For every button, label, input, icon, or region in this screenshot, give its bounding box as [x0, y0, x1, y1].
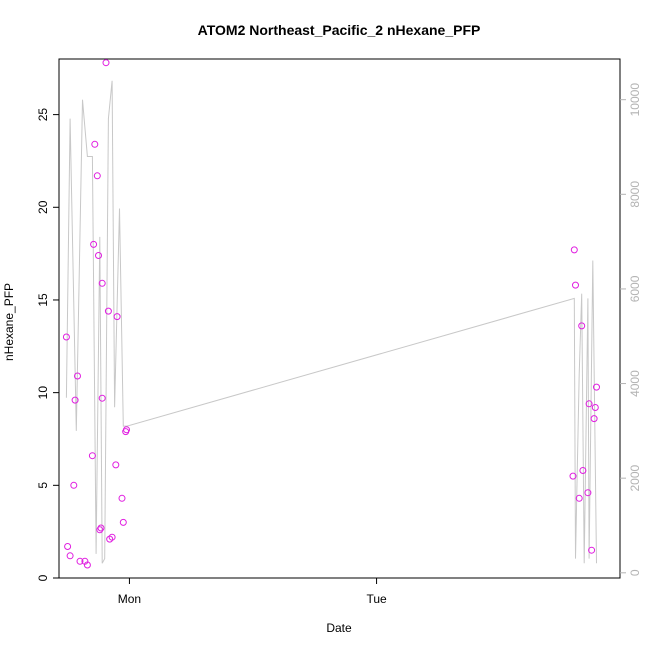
data-point — [104, 307, 112, 315]
y2-tick-label: 6000 — [628, 275, 642, 302]
series-line — [65, 80, 597, 564]
data-point — [569, 472, 577, 480]
plot-frame — [58, 58, 621, 579]
data-point — [572, 281, 579, 289]
data-point — [90, 240, 98, 248]
data-point — [108, 533, 116, 541]
data-point — [575, 494, 583, 502]
data-point — [74, 372, 81, 380]
data-point — [98, 394, 106, 402]
x-tick-label: Mon — [118, 592, 141, 606]
data-point — [591, 404, 599, 411]
y-tick-label: 20 — [36, 200, 50, 214]
line-layer — [65, 80, 597, 564]
y-tick-label: 0 — [36, 574, 50, 581]
data-point — [76, 557, 84, 565]
data-point — [590, 415, 598, 423]
data-point — [98, 279, 106, 287]
x-axis-title: Date — [326, 621, 352, 635]
y2-tick-label: 0 — [628, 569, 642, 576]
data-point — [70, 481, 78, 489]
data-point — [66, 552, 74, 560]
data-point — [62, 333, 70, 341]
data-point — [97, 524, 105, 532]
data-point — [119, 518, 127, 526]
data-point — [578, 322, 586, 330]
y2-tick-label: 4000 — [628, 370, 642, 397]
data-point — [95, 252, 102, 259]
y-axis-title: nHexane_PFP — [2, 283, 16, 361]
data-point — [102, 59, 110, 67]
data-point — [593, 383, 600, 391]
chart-title: ATOM2 Northeast_Pacific_2 nHexane_PFP — [198, 22, 481, 38]
right-axis: 0 2000 4000 6000 8000 10000 — [620, 83, 642, 576]
data-point — [118, 494, 126, 502]
data-point — [585, 400, 593, 408]
data-point — [93, 172, 101, 180]
data-point — [588, 546, 596, 554]
data-point — [570, 246, 578, 254]
data-point — [112, 461, 120, 469]
points-layer — [62, 59, 600, 569]
y-tick-label: 15 — [36, 293, 50, 307]
data-point — [96, 526, 104, 534]
data-point — [123, 426, 130, 434]
data-point — [88, 452, 96, 460]
data-point — [71, 396, 79, 404]
y-tick-label: 25 — [36, 108, 50, 122]
data-point — [91, 140, 99, 148]
x-axis: Mon Tue — [118, 578, 387, 606]
y2-tick-label: 8000 — [628, 181, 642, 208]
left-axis: 0 5 10 15 20 25 — [36, 108, 59, 581]
x-tick-label: Tue — [366, 592, 387, 606]
data-point — [113, 313, 121, 321]
data-point — [584, 489, 592, 497]
data-point — [64, 543, 72, 550]
data-point — [579, 467, 587, 474]
y2-tick-label: 10000 — [628, 83, 642, 117]
data-point — [83, 561, 91, 569]
y-tick-label: 10 — [36, 386, 50, 400]
y2-tick-label: 2000 — [628, 465, 642, 492]
y-tick-label: 5 — [36, 482, 50, 489]
